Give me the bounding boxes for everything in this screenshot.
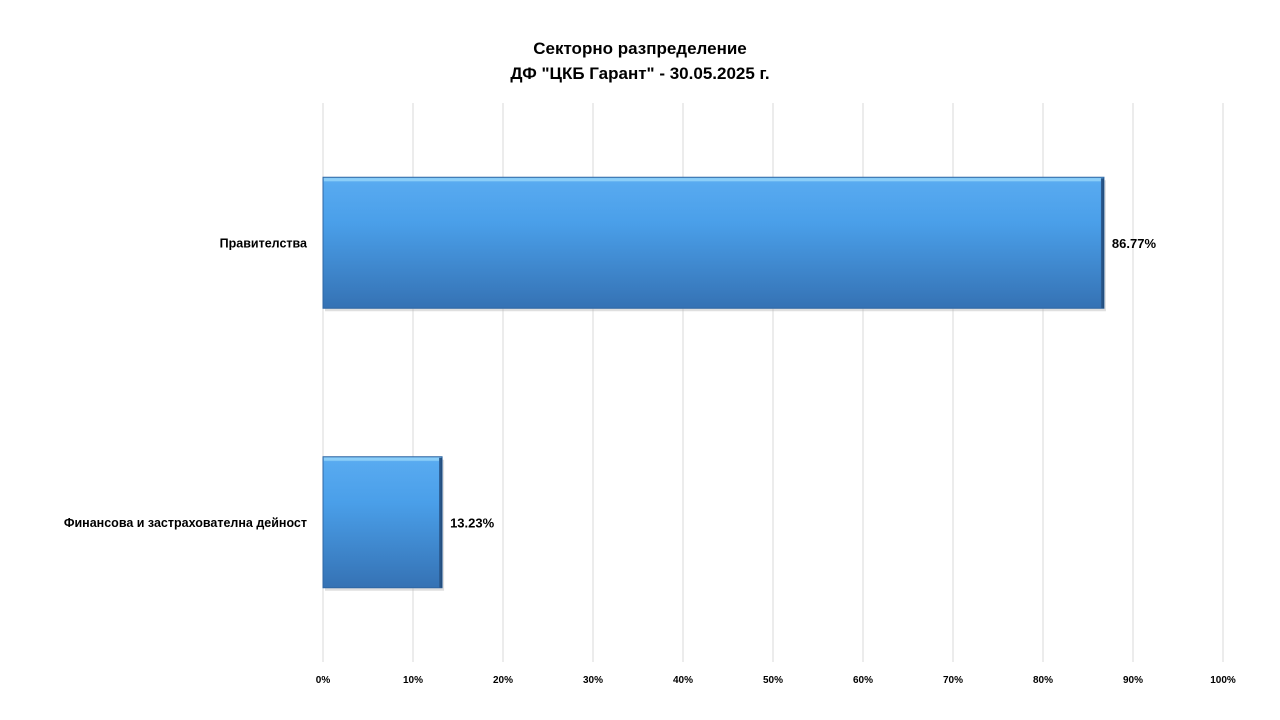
chart-title: Секторно разпределение ДФ "ЦКБ Гарант" -… xyxy=(0,36,1280,86)
x-tick-label: 30% xyxy=(583,675,603,686)
category-label: Финансова и застрахователна дейност xyxy=(64,516,307,530)
chart-title-line-2: ДФ "ЦКБ Гарант" - 30.05.2025 г. xyxy=(510,64,770,83)
x-tick-label: 40% xyxy=(673,675,693,686)
x-tick-label: 20% xyxy=(493,675,513,686)
x-tick-label: 0% xyxy=(316,675,331,686)
bar-group xyxy=(322,176,1106,312)
data-label: 86.77% xyxy=(1112,236,1157,251)
bar-highlight xyxy=(324,178,1103,182)
x-tick-label: 90% xyxy=(1123,675,1143,686)
bar-highlight xyxy=(324,457,442,461)
bars xyxy=(322,176,1106,591)
category-label: Правителства xyxy=(220,236,308,250)
bar xyxy=(322,456,443,589)
x-tick-label: 10% xyxy=(403,675,423,686)
x-tick-label: 80% xyxy=(1033,675,1053,686)
x-tick-label: 50% xyxy=(763,675,783,686)
data-label: 13.23% xyxy=(450,515,495,530)
labels: 0% 10% 20% 30% 40% 50% 60% 70% 80% 90% 100% Правите… xyxy=(64,236,1236,686)
x-tick-label: 70% xyxy=(943,675,963,686)
x-tick-label: 60% xyxy=(853,675,873,686)
bar-group xyxy=(322,456,445,591)
bar-edge xyxy=(1100,178,1104,309)
bar xyxy=(322,176,1105,309)
bar-edge xyxy=(439,457,443,588)
x-tick-label: 100% xyxy=(1210,675,1236,686)
chart-title-line-1: Секторно разпределение xyxy=(533,39,747,58)
